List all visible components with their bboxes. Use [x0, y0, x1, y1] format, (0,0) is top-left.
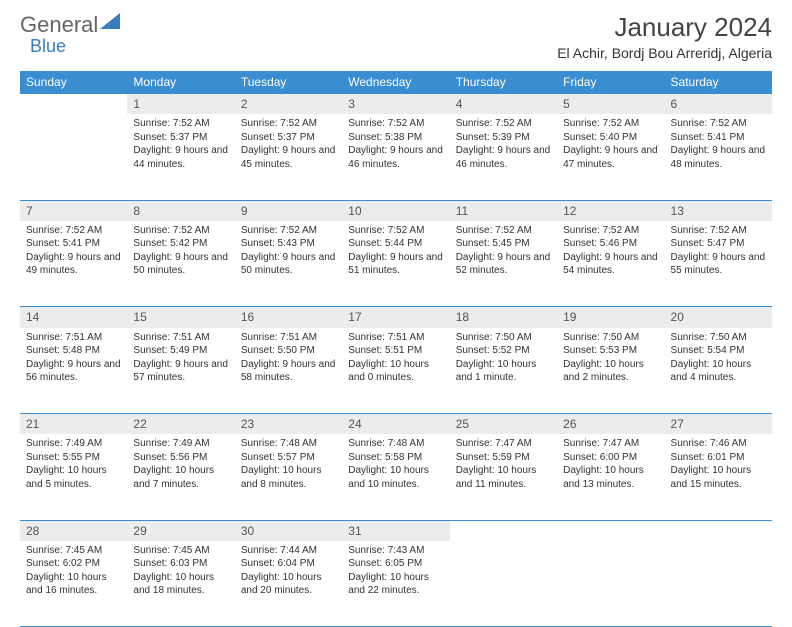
day-detail-cell: Sunrise: 7:51 AMSunset: 5:50 PMDaylight:… — [235, 328, 342, 414]
detail-row: Sunrise: 7:51 AMSunset: 5:48 PMDaylight:… — [20, 328, 772, 414]
logo: General — [20, 12, 120, 38]
day-number-cell: 19 — [557, 307, 664, 328]
day-detail-cell: Sunrise: 7:52 AMSunset: 5:40 PMDaylight:… — [557, 114, 664, 200]
day-number-cell: 3 — [342, 94, 449, 115]
day-detail-cell: Sunrise: 7:49 AMSunset: 5:56 PMDaylight:… — [127, 434, 234, 520]
day-detail-cell: Sunrise: 7:44 AMSunset: 6:04 PMDaylight:… — [235, 541, 342, 627]
day-detail-cell — [20, 114, 127, 200]
day-detail-cell: Sunrise: 7:50 AMSunset: 5:54 PMDaylight:… — [665, 328, 772, 414]
daynum-row: 123456 — [20, 94, 772, 115]
title-block: January 2024 El Achir, Bordj Bou Arrerid… — [557, 12, 772, 61]
day-number-cell: 5 — [557, 94, 664, 115]
header: General January 2024 El Achir, Bordj Bou… — [20, 12, 772, 61]
col-sunday: Sunday — [20, 71, 127, 94]
day-detail-cell: Sunrise: 7:50 AMSunset: 5:52 PMDaylight:… — [450, 328, 557, 414]
day-number-cell: 8 — [127, 200, 234, 221]
day-detail-cell: Sunrise: 7:51 AMSunset: 5:49 PMDaylight:… — [127, 328, 234, 414]
col-monday: Monday — [127, 71, 234, 94]
detail-row: Sunrise: 7:52 AMSunset: 5:41 PMDaylight:… — [20, 221, 772, 307]
day-number-cell: 29 — [127, 520, 234, 541]
day-number-cell: 13 — [665, 200, 772, 221]
day-number-cell: 21 — [20, 414, 127, 435]
day-detail-cell — [557, 541, 664, 627]
day-detail-cell: Sunrise: 7:51 AMSunset: 5:48 PMDaylight:… — [20, 328, 127, 414]
day-detail-cell: Sunrise: 7:52 AMSunset: 5:39 PMDaylight:… — [450, 114, 557, 200]
calendar-table: Sunday Monday Tuesday Wednesday Thursday… — [20, 71, 772, 627]
daynum-row: 14151617181920 — [20, 307, 772, 328]
day-detail-cell: Sunrise: 7:52 AMSunset: 5:44 PMDaylight:… — [342, 221, 449, 307]
day-detail-cell — [665, 541, 772, 627]
detail-row: Sunrise: 7:49 AMSunset: 5:55 PMDaylight:… — [20, 434, 772, 520]
col-friday: Friday — [557, 71, 664, 94]
day-detail-cell: Sunrise: 7:46 AMSunset: 6:01 PMDaylight:… — [665, 434, 772, 520]
col-thursday: Thursday — [450, 71, 557, 94]
day-number-cell: 17 — [342, 307, 449, 328]
day-number-cell — [557, 520, 664, 541]
day-detail-cell: Sunrise: 7:52 AMSunset: 5:47 PMDaylight:… — [665, 221, 772, 307]
col-tuesday: Tuesday — [235, 71, 342, 94]
daynum-row: 21222324252627 — [20, 414, 772, 435]
day-number-cell: 4 — [450, 94, 557, 115]
day-number-cell: 14 — [20, 307, 127, 328]
day-number-cell: 11 — [450, 200, 557, 221]
day-number-cell — [665, 520, 772, 541]
logo-triangle-icon — [100, 13, 120, 29]
day-number-cell: 9 — [235, 200, 342, 221]
day-detail-cell: Sunrise: 7:52 AMSunset: 5:46 PMDaylight:… — [557, 221, 664, 307]
col-saturday: Saturday — [665, 71, 772, 94]
day-number-cell: 20 — [665, 307, 772, 328]
day-detail-cell: Sunrise: 7:48 AMSunset: 5:58 PMDaylight:… — [342, 434, 449, 520]
day-number-cell: 26 — [557, 414, 664, 435]
day-detail-cell: Sunrise: 7:52 AMSunset: 5:37 PMDaylight:… — [127, 114, 234, 200]
day-number-cell: 30 — [235, 520, 342, 541]
day-detail-cell — [450, 541, 557, 627]
detail-row: Sunrise: 7:52 AMSunset: 5:37 PMDaylight:… — [20, 114, 772, 200]
day-number-cell: 7 — [20, 200, 127, 221]
day-detail-cell: Sunrise: 7:50 AMSunset: 5:53 PMDaylight:… — [557, 328, 664, 414]
day-number-cell: 1 — [127, 94, 234, 115]
day-number-cell: 2 — [235, 94, 342, 115]
day-detail-cell: Sunrise: 7:52 AMSunset: 5:41 PMDaylight:… — [665, 114, 772, 200]
day-number-cell: 16 — [235, 307, 342, 328]
day-number-cell: 15 — [127, 307, 234, 328]
day-detail-cell: Sunrise: 7:52 AMSunset: 5:43 PMDaylight:… — [235, 221, 342, 307]
day-detail-cell: Sunrise: 7:45 AMSunset: 6:02 PMDaylight:… — [20, 541, 127, 627]
header-row: Sunday Monday Tuesday Wednesday Thursday… — [20, 71, 772, 94]
day-number-cell: 31 — [342, 520, 449, 541]
day-number-cell: 28 — [20, 520, 127, 541]
day-detail-cell: Sunrise: 7:49 AMSunset: 5:55 PMDaylight:… — [20, 434, 127, 520]
day-number-cell — [20, 94, 127, 115]
day-number-cell: 25 — [450, 414, 557, 435]
day-number-cell: 12 — [557, 200, 664, 221]
day-number-cell: 6 — [665, 94, 772, 115]
day-detail-cell: Sunrise: 7:52 AMSunset: 5:41 PMDaylight:… — [20, 221, 127, 307]
day-detail-cell: Sunrise: 7:48 AMSunset: 5:57 PMDaylight:… — [235, 434, 342, 520]
logo-text-2: Blue — [30, 36, 66, 57]
month-title: January 2024 — [557, 12, 772, 43]
day-detail-cell: Sunrise: 7:51 AMSunset: 5:51 PMDaylight:… — [342, 328, 449, 414]
day-detail-cell: Sunrise: 7:52 AMSunset: 5:37 PMDaylight:… — [235, 114, 342, 200]
day-number-cell: 10 — [342, 200, 449, 221]
day-detail-cell: Sunrise: 7:52 AMSunset: 5:42 PMDaylight:… — [127, 221, 234, 307]
day-number-cell: 27 — [665, 414, 772, 435]
day-number-cell: 22 — [127, 414, 234, 435]
day-number-cell — [450, 520, 557, 541]
detail-row: Sunrise: 7:45 AMSunset: 6:02 PMDaylight:… — [20, 541, 772, 627]
day-detail-cell: Sunrise: 7:52 AMSunset: 5:38 PMDaylight:… — [342, 114, 449, 200]
day-detail-cell: Sunrise: 7:47 AMSunset: 5:59 PMDaylight:… — [450, 434, 557, 520]
day-detail-cell: Sunrise: 7:47 AMSunset: 6:00 PMDaylight:… — [557, 434, 664, 520]
daynum-row: 28293031 — [20, 520, 772, 541]
col-wednesday: Wednesday — [342, 71, 449, 94]
day-number-cell: 23 — [235, 414, 342, 435]
day-detail-cell: Sunrise: 7:43 AMSunset: 6:05 PMDaylight:… — [342, 541, 449, 627]
day-number-cell: 24 — [342, 414, 449, 435]
location: El Achir, Bordj Bou Arreridj, Algeria — [557, 45, 772, 61]
daynum-row: 78910111213 — [20, 200, 772, 221]
day-detail-cell: Sunrise: 7:52 AMSunset: 5:45 PMDaylight:… — [450, 221, 557, 307]
logo-text-1: General — [20, 12, 98, 38]
day-detail-cell: Sunrise: 7:45 AMSunset: 6:03 PMDaylight:… — [127, 541, 234, 627]
day-number-cell: 18 — [450, 307, 557, 328]
